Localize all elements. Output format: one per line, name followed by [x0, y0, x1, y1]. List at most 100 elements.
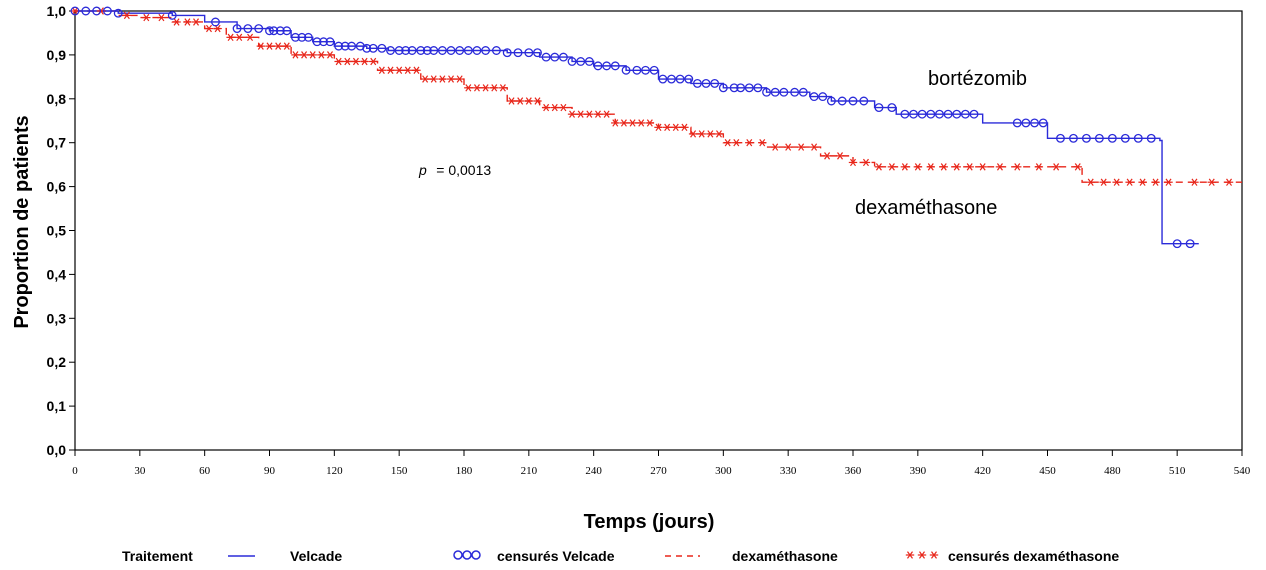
- censored-velcade-marker: [92, 6, 102, 16]
- censored-velcade-marker: [394, 46, 404, 55]
- censored-dexamethasone-marker: [1164, 178, 1173, 186]
- censored-velcade-marker: [837, 96, 847, 106]
- censored-dexamethasone-marker: [1086, 178, 1095, 186]
- censored-velcade-marker: [541, 52, 551, 62]
- censored-velcade-marker: [377, 43, 387, 53]
- censored-velcade-marker: [926, 109, 936, 119]
- censored-dexamethasone-marker: [771, 143, 780, 151]
- censored-dexamethasone-marker: [325, 51, 335, 59]
- y-axis-label: Proportion de patients: [11, 115, 33, 328]
- y-tick-label: 0,3: [47, 310, 67, 326]
- legend-censored-dexamethasone-marker: [905, 551, 939, 559]
- censored-velcade-marker: [729, 83, 739, 93]
- censored-velcade-marker: [934, 109, 944, 119]
- censored-velcade-marker: [282, 26, 292, 36]
- legend-star-marker: [917, 551, 927, 559]
- x-tick-label: 210: [521, 465, 538, 477]
- censored-dexamethasone-marker: [965, 163, 974, 171]
- series-line-dexamethasone: [75, 10, 1242, 183]
- censored-velcade-marker: [952, 109, 962, 119]
- censored-velcade-marker: [472, 46, 482, 55]
- censored-velcade-marker: [334, 41, 344, 51]
- censored-velcade-marker: [684, 74, 694, 84]
- censored-dexamethasone-marker: [1013, 163, 1022, 171]
- censored-dexamethasone-marker: [226, 33, 235, 42]
- censored-dexamethasone-marker: [172, 18, 181, 26]
- y-tick-label: 0,0: [47, 442, 67, 458]
- x-tick-label: 420: [974, 465, 991, 477]
- censored-velcade-marker: [567, 57, 577, 66]
- censored-velcade-marker: [692, 78, 702, 88]
- censored-velcade-marker: [798, 87, 808, 97]
- legend-title: Traitement: [122, 548, 193, 564]
- censored-dexamethasone-marker: [913, 163, 923, 171]
- censored-velcade-marker: [917, 109, 927, 119]
- legend-velcade: Velcade: [290, 548, 342, 564]
- censored-velcade-marker: [312, 37, 322, 47]
- x-tick-label: 0: [72, 465, 78, 477]
- censored-dexamethasone-marker: [420, 75, 430, 83]
- censored-velcade-marker: [887, 103, 897, 113]
- y-tick-label: 0,7: [47, 135, 67, 151]
- censored-dexamethasone-marker: [1207, 178, 1216, 186]
- censored-velcade-marker: [826, 96, 836, 106]
- censored-velcade-marker: [269, 26, 279, 36]
- censored-velcade-marker: [437, 46, 447, 55]
- censored-dexamethasone-marker: [822, 152, 832, 160]
- y-tick-label: 0,5: [47, 223, 67, 239]
- censored-velcade-marker: [81, 6, 91, 16]
- censored-velcade-marker: [422, 46, 432, 55]
- censored-velcade-marker: [1068, 133, 1078, 143]
- x-tick-label: 180: [456, 465, 473, 477]
- censored-dexamethasone-marker: [334, 57, 343, 66]
- censored-velcade-marker: [641, 65, 650, 75]
- censored-dexamethasone-marker: [412, 66, 421, 74]
- y-tick-label: 0,2: [47, 354, 67, 370]
- censored-velcade-marker: [1172, 239, 1182, 249]
- censored-velcade-marker: [874, 103, 884, 113]
- censored-dexamethasone-marker: [939, 163, 948, 171]
- censored-velcade-marker: [736, 83, 746, 93]
- censored-dexamethasone-marker: [602, 110, 611, 118]
- censored-velcade-marker: [491, 46, 501, 55]
- censored-dexamethasone-marker: [498, 84, 508, 92]
- censored-dexamethasone-marker: [507, 97, 516, 105]
- censored-velcade-marker: [446, 46, 456, 55]
- censored-dexamethasone-marker: [291, 51, 300, 59]
- censored-dexamethasone-marker: [282, 42, 291, 50]
- censored-dexamethasone-marker: [490, 84, 499, 92]
- censored-dexamethasone-marker: [183, 18, 192, 26]
- censored-velcade-marker: [744, 83, 754, 93]
- censored-velcade-marker: [243, 24, 253, 34]
- x-tick-label: 60: [199, 465, 211, 477]
- censored-velcade-marker: [632, 65, 642, 75]
- y-tick-label: 0,1: [47, 398, 67, 414]
- censored-velcade-marker: [481, 46, 491, 55]
- censored-velcade-marker: [1012, 118, 1022, 128]
- censored-velcade-marker: [943, 109, 953, 119]
- censored-dexamethasone-marker: [567, 110, 577, 118]
- censored-velcade-marker: [550, 52, 560, 62]
- censored-dexamethasone-marker: [611, 119, 620, 127]
- censored-velcade-marker: [463, 46, 473, 55]
- censored-dexamethasone-marker: [654, 123, 663, 132]
- annotation-bortezomib: bortézomib: [928, 68, 1027, 90]
- censored-velcade-marker: [818, 92, 828, 102]
- censored-dexamethasone-marker: [1112, 178, 1121, 186]
- censored-dexamethasone-marker: [697, 130, 706, 138]
- censored-velcade-marker: [407, 46, 417, 55]
- censored-velcade-marker: [770, 87, 780, 97]
- censored-dexamethasone-marker: [848, 158, 858, 167]
- censored-velcade-marker: [576, 57, 586, 66]
- censored-velcade-marker: [290, 32, 300, 42]
- censored-dexamethasone-marker: [541, 103, 551, 112]
- censored-dexamethasone-marker: [455, 75, 464, 83]
- censored-velcade-marker: [1120, 133, 1130, 143]
- p-value-text: = 0,0013: [436, 162, 491, 178]
- censored-dexamethasone-marker: [559, 103, 568, 112]
- censored-velcade-marker: [969, 109, 979, 119]
- censored-dexamethasone-marker: [688, 130, 698, 138]
- legend-circle-marker: [471, 550, 481, 560]
- censored-dexamethasone-marker: [714, 130, 724, 138]
- annotation-dexamethasone: dexaméthasone: [855, 197, 997, 219]
